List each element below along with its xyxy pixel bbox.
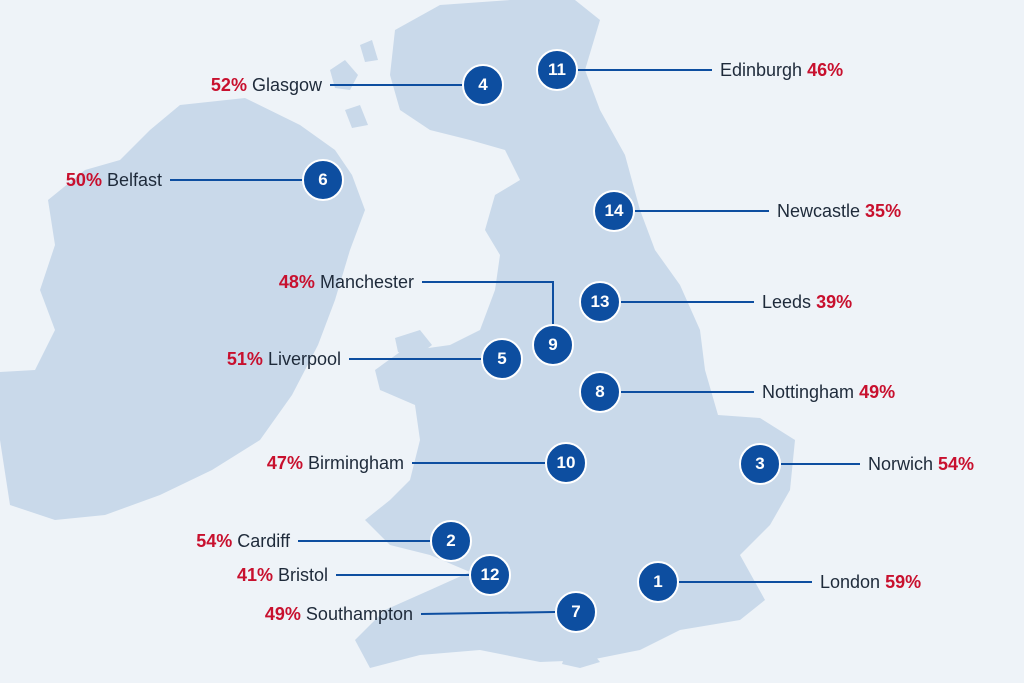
map-marker-newcastle[interactable]: 14 [593, 190, 635, 232]
scottish-islands [330, 40, 378, 128]
isle-of-wight [562, 650, 600, 668]
map-marker-birmingham[interactable]: 10 [545, 442, 587, 484]
city-label-liverpool: 51% Liverpool [227, 348, 341, 370]
city-name: Glasgow [251, 75, 322, 95]
connector-line-southampton [420, 611, 556, 615]
city-label-newcastle: Newcastle 35% [777, 200, 901, 222]
city-name: Belfast [106, 170, 162, 190]
city-label-belfast: 50% Belfast [66, 169, 162, 191]
percent-value: 46% [807, 60, 844, 80]
city-label-bristol: 41% Bristol [237, 564, 328, 586]
city-label-cardiff: 54% Cardiff [196, 530, 290, 552]
isle-of-man [395, 330, 432, 358]
map-marker-norwich[interactable]: 3 [739, 443, 781, 485]
city-name: Manchester [319, 272, 414, 292]
city-name: Southampton [305, 604, 413, 624]
map-marker-edinburgh[interactable]: 11 [536, 49, 578, 91]
city-name: Birmingham [307, 453, 404, 473]
map-marker-glasgow[interactable]: 4 [462, 64, 504, 106]
percent-value: 48% [278, 272, 315, 292]
city-label-nottingham: Nottingham 49% [762, 381, 895, 403]
city-label-edinburgh: Edinburgh 46% [720, 59, 843, 81]
city-label-london: London 59% [820, 571, 921, 593]
city-label-manchester: 48% Manchester [279, 271, 414, 293]
map-marker-liverpool[interactable]: 5 [481, 338, 523, 380]
map-marker-london[interactable]: 1 [637, 561, 679, 603]
city-name: Newcastle [777, 201, 861, 221]
map-marker-cardiff[interactable]: 2 [430, 520, 472, 562]
map-marker-manchester[interactable]: 9 [532, 324, 574, 366]
percent-value: 54% [938, 454, 975, 474]
percent-value: 49% [859, 382, 896, 402]
city-name: Edinburgh [720, 60, 803, 80]
city-label-birmingham: 47% Birmingham [267, 452, 404, 474]
map-marker-bristol[interactable]: 12 [469, 554, 511, 596]
map-marker-southampton[interactable]: 7 [555, 591, 597, 633]
city-label-southampton: 49% Southampton [265, 603, 413, 625]
ireland-landmass [0, 98, 365, 520]
percent-value: 54% [196, 531, 233, 551]
great-britain-landmass [355, 0, 795, 668]
percent-value: 59% [885, 572, 922, 592]
percent-value: 49% [264, 604, 301, 624]
connector-line-manchester [422, 281, 554, 324]
city-name: Leeds [762, 292, 812, 312]
city-name: Cardiff [237, 531, 290, 551]
city-label-leeds: Leeds 39% [762, 291, 852, 313]
land-masses [0, 0, 795, 668]
city-label-norwich: Norwich 54% [868, 453, 974, 475]
percent-value: 50% [65, 170, 102, 190]
connector-lines [170, 69, 860, 615]
city-name: Nottingham [762, 382, 855, 402]
city-name: Norwich [868, 454, 934, 474]
percent-value: 52% [210, 75, 247, 95]
percent-value: 35% [865, 201, 902, 221]
percent-value: 47% [266, 453, 303, 473]
map-marker-nottingham[interactable]: 8 [579, 371, 621, 413]
city-name: Bristol [277, 565, 328, 585]
percent-value: 39% [816, 292, 853, 312]
city-name: London [820, 572, 881, 592]
percent-value: 51% [226, 349, 263, 369]
percent-value: 41% [236, 565, 273, 585]
city-label-glasgow: 52% Glasgow [211, 74, 322, 96]
map-marker-leeds[interactable]: 13 [579, 281, 621, 323]
map-marker-belfast[interactable]: 6 [302, 159, 344, 201]
city-name: Liverpool [267, 349, 341, 369]
